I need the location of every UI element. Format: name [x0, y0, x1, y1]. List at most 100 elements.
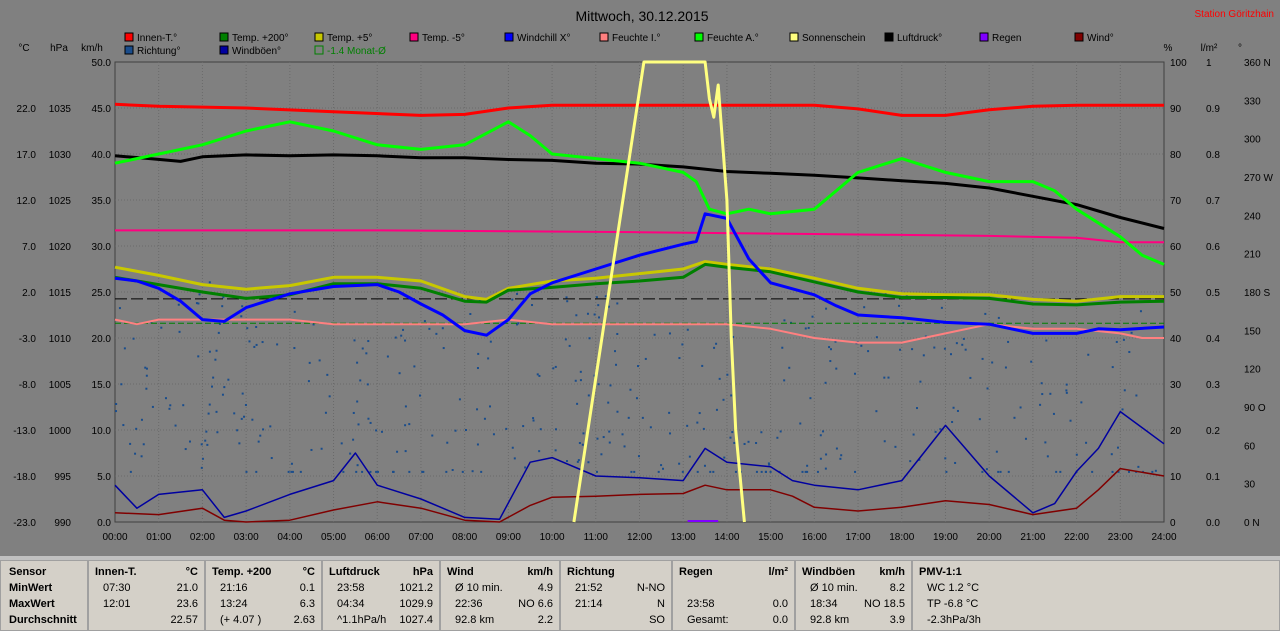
scatter-point-richtung [160, 327, 162, 329]
tick-lm2: 0.3 [1206, 380, 1220, 391]
scatter-point-richtung [236, 429, 238, 431]
stat-value: 1029.9 [399, 598, 433, 610]
tick-time: 15:00 [758, 532, 783, 543]
scatter-point-richtung [477, 443, 479, 445]
scatter-point-richtung [1116, 341, 1118, 343]
scatter-point-richtung [405, 405, 407, 407]
scatter-point-richtung [446, 442, 448, 444]
scatter-point-richtung [271, 457, 273, 459]
tick-temp: -13.0 [13, 426, 36, 437]
scatter-point-richtung [799, 422, 801, 424]
legend-label-feuchte-a: Feuchte A.° [707, 33, 759, 44]
stat-time: WC 1.2 °C [927, 582, 979, 594]
stat-value: N [657, 598, 665, 610]
scatter-point-richtung [144, 367, 146, 369]
scatter-point-richtung [325, 412, 327, 414]
scatter-point-richtung [1045, 340, 1047, 342]
scatter-point-richtung [587, 461, 589, 463]
stat-value: NO 18.5 [864, 598, 905, 610]
stat-value: 2.63 [294, 614, 315, 626]
legend-swatch-feuchte-a [695, 33, 703, 41]
scatter-point-richtung [1020, 406, 1022, 408]
scatter-point-richtung [1030, 361, 1032, 363]
scatter-point-richtung [469, 313, 471, 315]
scatter-point-richtung [953, 407, 955, 409]
scatter-point-richtung [986, 468, 988, 470]
scatter-point-richtung [555, 366, 557, 368]
tick-time: 03:00 [234, 532, 259, 543]
scatter-point-richtung [532, 417, 534, 419]
unit-pct: % [1164, 43, 1173, 54]
tick-lm2: 0.4 [1206, 334, 1220, 345]
scatter-point-richtung [240, 315, 242, 317]
scatter-point-richtung [963, 338, 965, 340]
tick-hpa: 1030 [49, 150, 72, 161]
stat-time: 13:24 [220, 598, 248, 610]
scatter-point-richtung [600, 453, 602, 455]
scatter-point-richtung [616, 302, 618, 304]
stat-group-temp-200: Temp. +200 °C 21:16 0.1 13:24 6.3 (+ 4.07 ) 2.6… [205, 560, 322, 631]
scatter-point-richtung [1128, 471, 1130, 473]
scatter-point-richtung [119, 307, 121, 309]
scatter-point-richtung [169, 404, 171, 406]
scatter-point-richtung [696, 422, 698, 424]
scatter-point-richtung [809, 397, 811, 399]
scatter-point-richtung [1140, 310, 1142, 312]
scatter-point-richtung [489, 405, 491, 407]
tick-temp: 2.0 [22, 288, 36, 299]
stat-head: Luftdruck [329, 566, 380, 578]
scatter-point-richtung [1047, 455, 1049, 457]
scatter-point-richtung [854, 471, 856, 473]
stat-value: 0.0 [773, 614, 788, 626]
scatter-point-richtung [598, 316, 600, 318]
stat-value: 0.1 [300, 582, 315, 594]
scatter-point-richtung [369, 471, 371, 473]
stat-time: Ø 10 min. [455, 582, 503, 594]
scatter-point-richtung [788, 367, 790, 369]
stat-value: 8.2 [890, 582, 905, 594]
stat-head: Innen-T. [95, 566, 137, 578]
stat-group-windb-en: Windböen km/h Ø 10 min. 8.2 18:34 NO 18.5 92.8… [795, 560, 912, 631]
scatter-point-richtung [133, 338, 135, 340]
scatter-point-richtung [354, 339, 356, 341]
scatter-point-richtung [825, 453, 827, 455]
tick-hpa: 995 [54, 472, 71, 483]
scatter-point-richtung [596, 438, 598, 440]
scatter-point-richtung [375, 471, 377, 473]
stat-time: 21:14 [575, 598, 603, 610]
stat-unit: °C [186, 566, 198, 578]
row-label-min: MinWert [9, 582, 52, 594]
scatter-point-richtung [555, 449, 557, 451]
scatter-point-richtung [367, 383, 369, 385]
scatter-point-richtung [291, 463, 293, 465]
tick-time: 18:00 [889, 532, 914, 543]
scatter-point-richtung [805, 327, 807, 329]
scatter-point-richtung [854, 373, 856, 375]
scatter-point-richtung [622, 433, 624, 435]
legend-label-richtung: Richtung° [137, 46, 180, 57]
scatter-point-richtung [575, 314, 577, 316]
legend-label-luftdruck: Luftdruck° [897, 33, 942, 44]
scatter-point-richtung [713, 347, 715, 349]
scatter-point-richtung [965, 349, 967, 351]
row-labels: Sensor MinWert MaxWert Durchschnitt [0, 560, 88, 631]
legend-label-sonnenschein: Sonnenschein [802, 33, 865, 44]
scatter-point-richtung [262, 428, 264, 430]
tick-time: 21:00 [1020, 532, 1045, 543]
scatter-point-richtung [608, 431, 610, 433]
stat-time: Ø 10 min. [810, 582, 858, 594]
stat-unit: °C [303, 566, 315, 578]
row-label-avg: Durchschnitt [9, 614, 77, 626]
tick-temp: -3.0 [19, 334, 37, 345]
scatter-point-richtung [1087, 354, 1089, 356]
scatter-point-richtung [645, 358, 647, 360]
scatter-point-richtung [227, 379, 229, 381]
scatter-point-richtung [780, 430, 782, 432]
scatter-point-richtung [477, 367, 479, 369]
scatter-point-richtung [1066, 392, 1068, 394]
tick-kmh: 45.0 [92, 104, 112, 115]
tick-time: 17:00 [846, 532, 871, 543]
scatter-point-richtung [538, 375, 540, 377]
stat-value: 1021.2 [399, 582, 433, 594]
stat-value: SO [649, 614, 665, 626]
